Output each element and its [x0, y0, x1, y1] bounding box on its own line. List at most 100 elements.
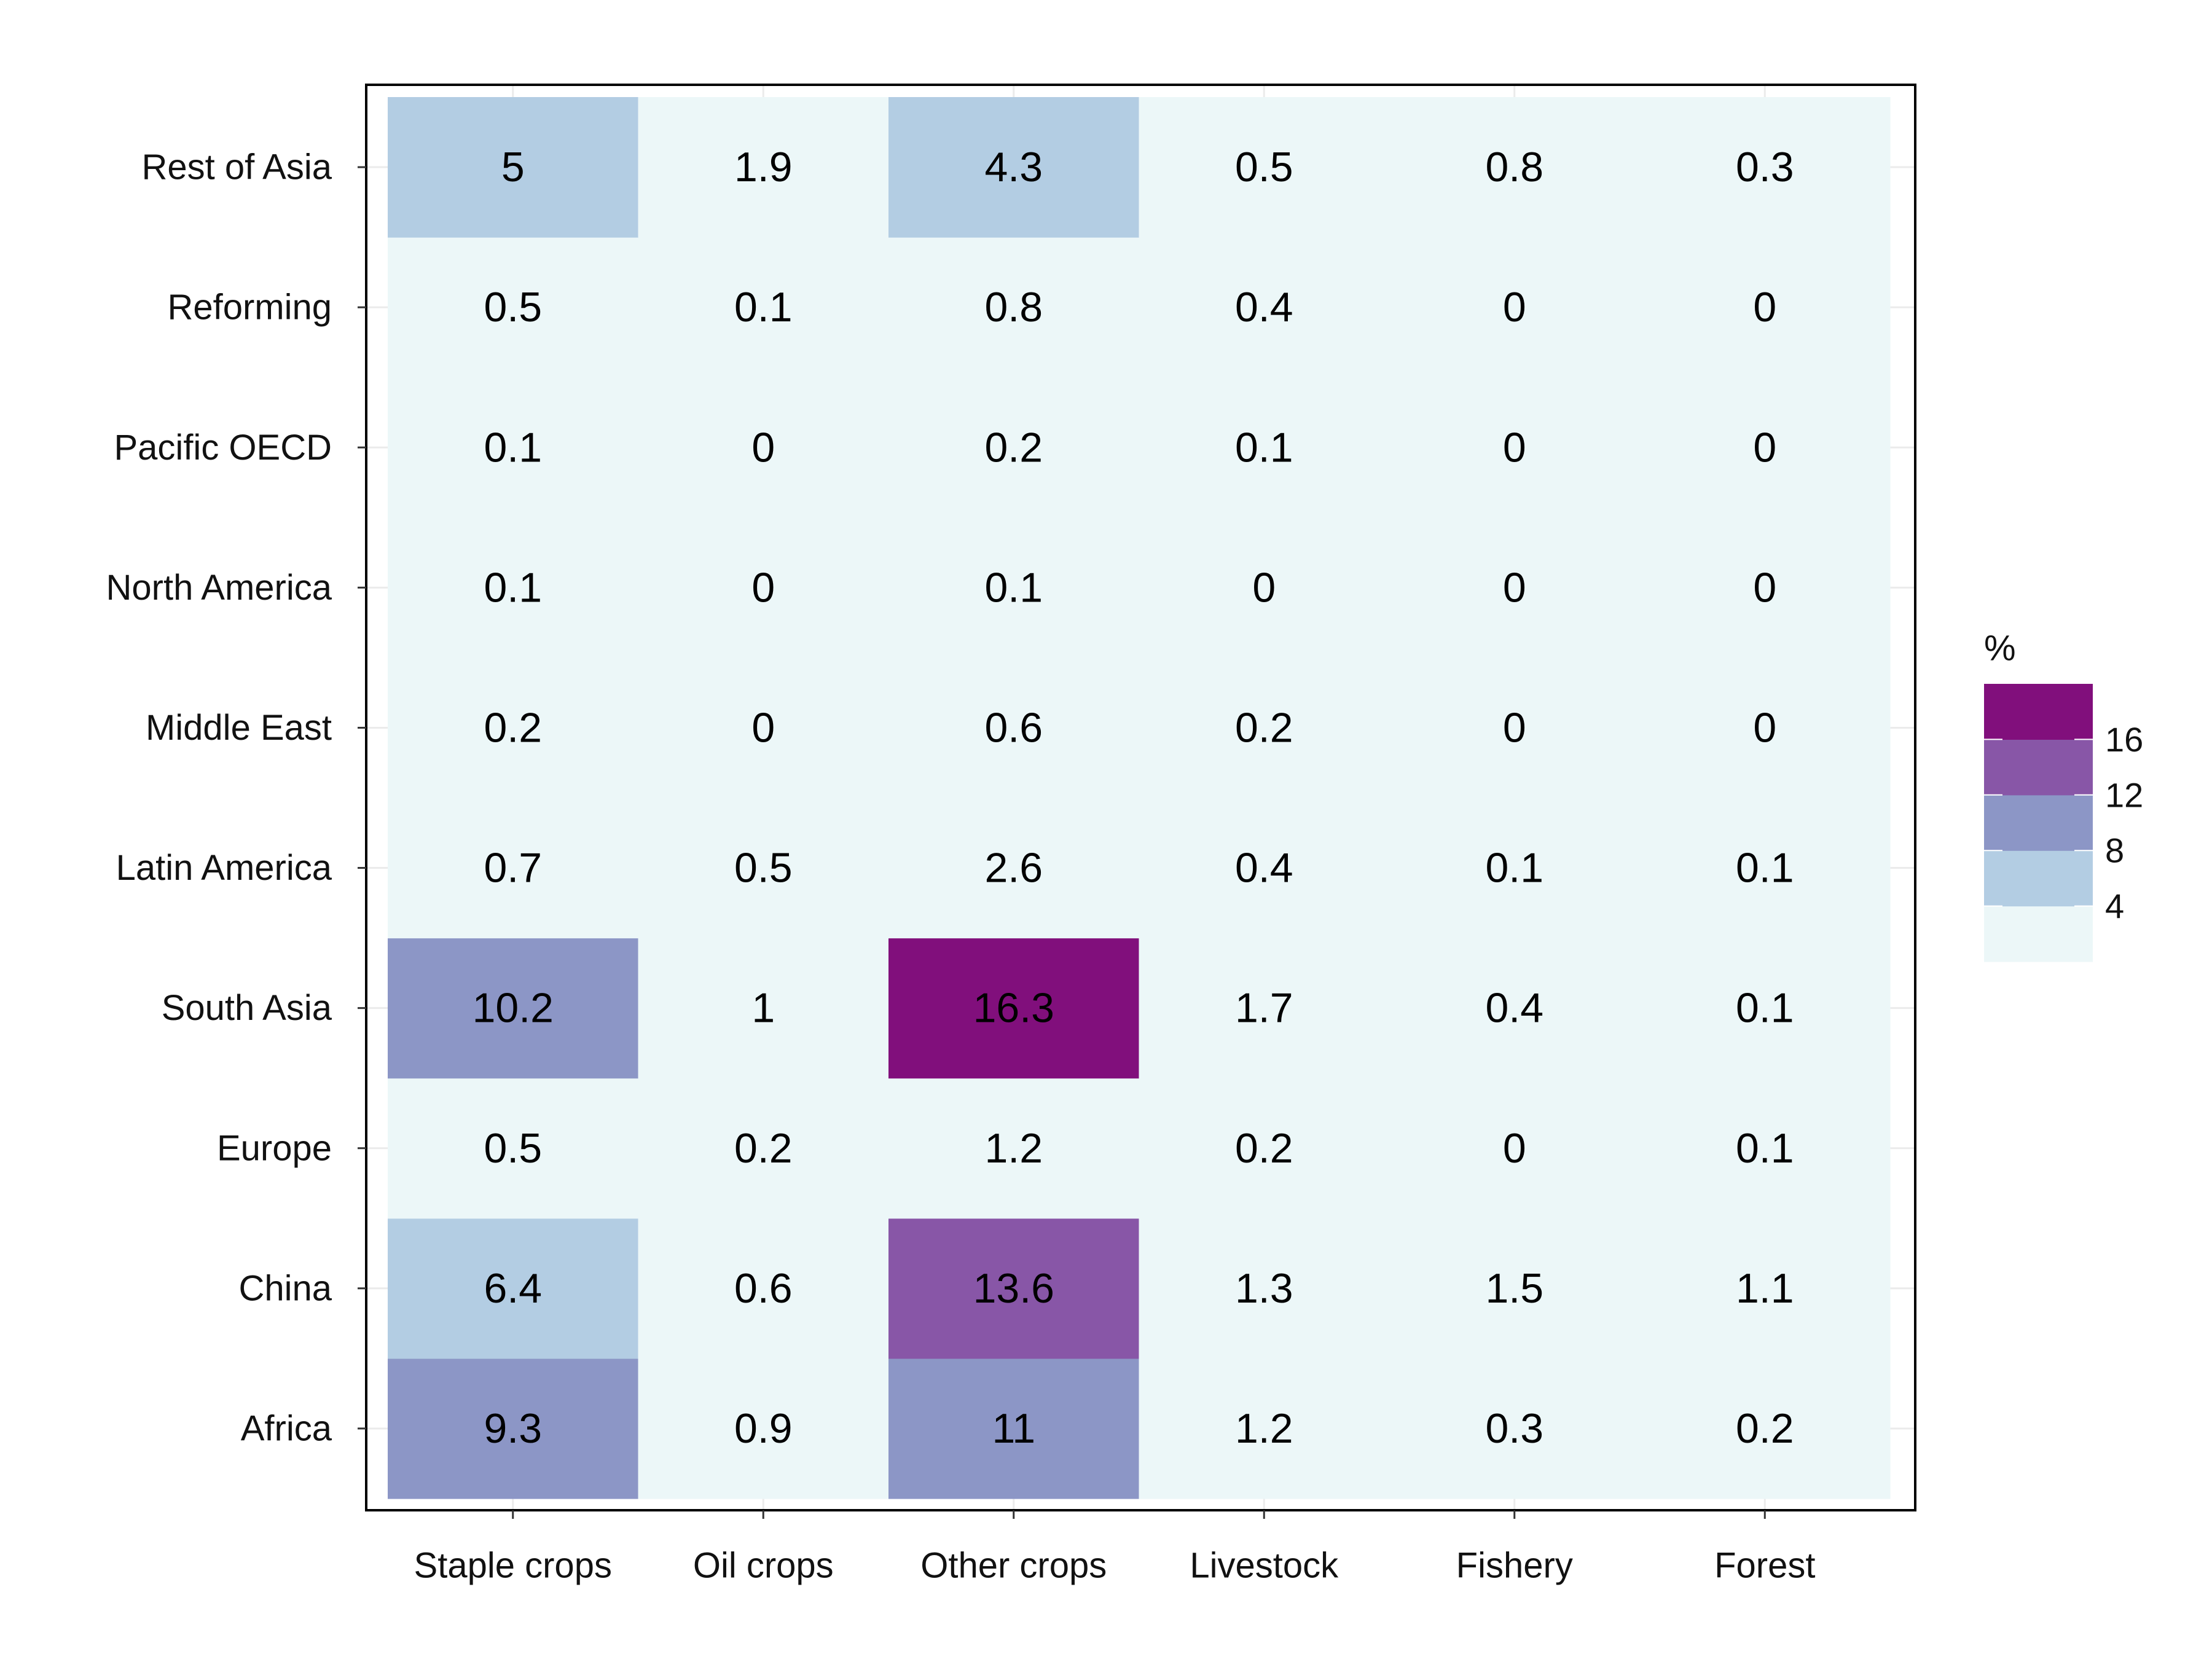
cell-value-label: 0.5 [734, 845, 793, 892]
cell-value-label: 0.1 [984, 564, 1043, 611]
heatmap-cell [1139, 657, 1390, 799]
heatmap-cell [1639, 938, 1891, 1079]
cell-value-label: 10.2 [473, 985, 554, 1032]
heatmap-cell [1389, 97, 1641, 238]
cell-value-label: 1.9 [734, 144, 793, 190]
legend-swatch [1984, 850, 2093, 907]
heatmap-cell [888, 1218, 1140, 1359]
cell-value-label: 0 [751, 424, 775, 471]
heatmap-cell [1389, 377, 1641, 518]
cell-value-label: 4.3 [984, 144, 1043, 190]
cell-value-label: 0.6 [734, 1265, 793, 1312]
cell-value-label: 0.9 [734, 1405, 793, 1452]
heatmap-cell [1639, 798, 1891, 939]
y-tick-label: Pacific OECD [114, 428, 332, 468]
heatmap-cell [1639, 237, 1891, 378]
heatmap-cell [638, 938, 889, 1079]
heatmap-cell [638, 1358, 889, 1499]
cell-value-label: 0.2 [734, 1125, 793, 1172]
heatmap-cell [1139, 377, 1390, 518]
legend-swatch [1984, 794, 2093, 851]
heatmap-cell [1389, 657, 1641, 799]
heatmap-cell [1389, 517, 1641, 658]
y-tick-label: Africa [241, 1408, 332, 1448]
cell-value-label: 0.7 [484, 845, 542, 892]
heatmap-cell [888, 517, 1140, 658]
cell-value-label: 0.5 [1235, 144, 1293, 190]
legend-swatch [1984, 906, 2093, 962]
cell-value-label: 0.5 [484, 1125, 542, 1172]
y-tick-label: Europe [217, 1128, 332, 1168]
y-tick-label: Latin America [116, 848, 332, 888]
cell-value-label: 13.6 [973, 1265, 1054, 1312]
heatmap-cell [388, 97, 639, 238]
heatmap-cell [638, 1218, 889, 1359]
heatmap-cell [888, 377, 1140, 518]
cell-value-label: 0 [1503, 1125, 1526, 1172]
x-tick-label: Staple crops [414, 1546, 612, 1586]
cell-value-label: 0.4 [1485, 985, 1543, 1032]
heatmap-cell [388, 237, 639, 378]
heatmap-cell [1139, 798, 1390, 939]
cell-value-label: 0.1 [1485, 845, 1543, 892]
heatmap-cell [388, 1078, 639, 1219]
cell-value-label: 0.1 [734, 284, 793, 331]
cell-value-label: 0.3 [1736, 144, 1794, 190]
cell-value-label: 1.2 [1235, 1405, 1293, 1452]
heatmap-cell [1389, 1078, 1641, 1219]
cell-value-label: 1.1 [1736, 1265, 1794, 1312]
cell-value-label: 0.1 [1235, 424, 1293, 471]
cell-value-label: 11 [992, 1405, 1035, 1452]
heatmap-cell [638, 798, 889, 939]
heatmap-cell [638, 97, 889, 238]
heatmap-cell [1389, 1218, 1641, 1359]
cell-value-label: 5 [501, 144, 525, 190]
heatmap-cell [1139, 237, 1390, 378]
cell-value-label: 1.2 [984, 1125, 1043, 1172]
cell-value-label: 0.2 [484, 704, 542, 751]
cell-value-label: 9.3 [484, 1405, 542, 1452]
legend-tick-label: 4 [2105, 887, 2124, 925]
heatmap-cell [1639, 97, 1891, 238]
cell-value-label: 0.8 [984, 284, 1043, 331]
plot-frame [365, 84, 1916, 1511]
heatmap-cell [638, 517, 889, 658]
heatmap-cell [388, 1358, 639, 1499]
cell-value-label: 0 [751, 564, 775, 611]
heatmap-cell [1139, 1078, 1390, 1219]
legend-title: % [1984, 629, 2016, 668]
y-tick-label: South Asia [162, 988, 332, 1028]
heatmap-cell [1639, 1078, 1891, 1219]
heatmap-cell [888, 938, 1140, 1079]
cell-value-label: 0 [1503, 564, 1526, 611]
heatmap-cell [888, 798, 1140, 939]
cell-value-label: 1.5 [1485, 1265, 1543, 1312]
heatmap-cell [1139, 1218, 1390, 1359]
heatmap-cell [1639, 517, 1891, 658]
cell-value-label: 2.6 [984, 845, 1043, 892]
y-tick-label: China [238, 1268, 332, 1308]
heatmap-cell [638, 237, 889, 378]
heatmap-cell [388, 798, 639, 939]
legend-tick-label: 8 [2105, 831, 2124, 870]
cell-value-label: 0 [1503, 284, 1526, 331]
heatmap-cell [638, 377, 889, 518]
y-tick-label: North America [106, 568, 332, 608]
cell-value-label: 0.6 [984, 704, 1043, 751]
cell-value-label: 0 [1753, 564, 1776, 611]
cell-value-label: 0.5 [484, 284, 542, 331]
heatmap-cell [1389, 798, 1641, 939]
heatmap-cell [888, 657, 1140, 799]
cell-value-label: 1.3 [1235, 1265, 1293, 1312]
heatmap-cell [888, 97, 1140, 238]
heatmap-cell [638, 1078, 889, 1219]
cell-value-label: 0.2 [1235, 704, 1293, 751]
cell-value-label: 0.1 [1736, 985, 1794, 1032]
heatmap-cell [888, 237, 1140, 378]
y-tick-label: Rest of Asia [142, 147, 332, 187]
cell-value-label: 0 [1753, 424, 1776, 471]
cell-value-label: 0 [1503, 704, 1526, 751]
heatmap-cell [1389, 1358, 1641, 1499]
heatmap-cell [1639, 377, 1891, 518]
